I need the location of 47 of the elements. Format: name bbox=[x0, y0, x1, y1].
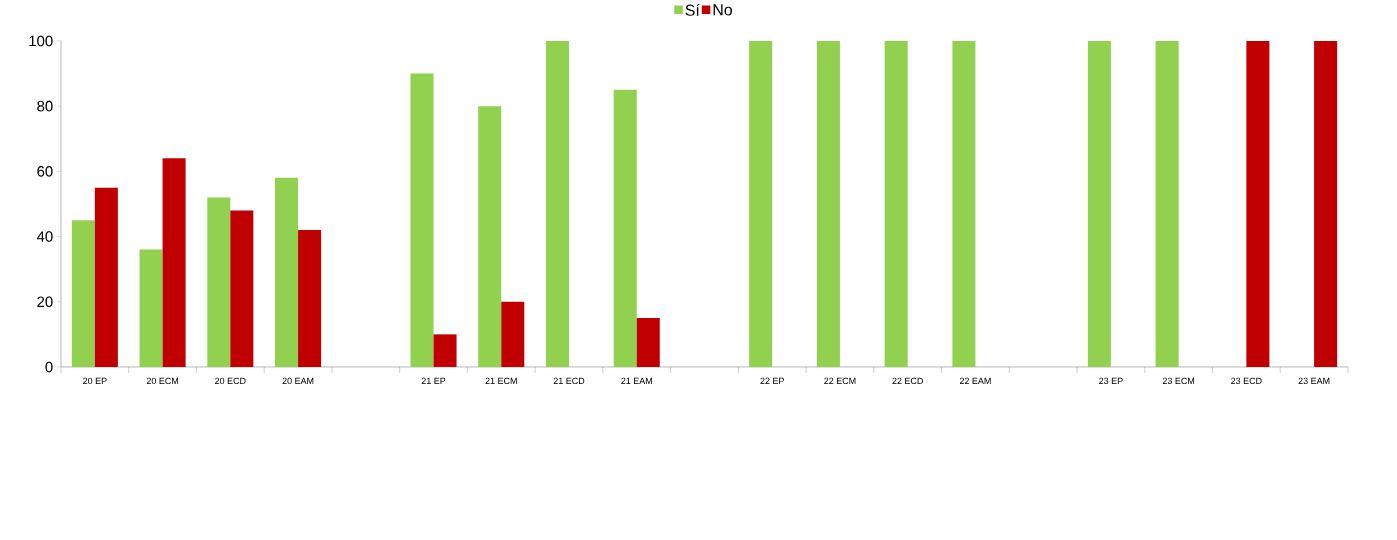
bar bbox=[230, 210, 254, 368]
bar bbox=[410, 73, 434, 368]
bar bbox=[749, 41, 773, 368]
y-tick-label: 20 bbox=[37, 296, 53, 308]
bar bbox=[275, 178, 299, 368]
bar bbox=[139, 249, 163, 368]
bar bbox=[952, 41, 976, 368]
bar bbox=[433, 334, 457, 368]
bar bbox=[816, 41, 840, 368]
bar bbox=[298, 230, 322, 368]
bar bbox=[94, 187, 118, 368]
bar bbox=[501, 301, 525, 368]
bar bbox=[162, 158, 186, 368]
bar bbox=[71, 220, 95, 368]
legend-label: Sí bbox=[685, 4, 700, 16]
bar bbox=[1246, 41, 1270, 368]
legend-label: No bbox=[713, 4, 733, 16]
x-tick-label: 23 ECM bbox=[1162, 377, 1195, 385]
y-tick-label: 40 bbox=[36, 231, 53, 242]
x-tick-label: 22 EP bbox=[760, 377, 784, 385]
x-tick-label: 22 EAM bbox=[959, 377, 991, 385]
bar bbox=[1087, 41, 1111, 368]
x-tick-label: 21 EP bbox=[421, 377, 446, 385]
bar bbox=[636, 318, 660, 368]
bar bbox=[545, 41, 569, 368]
bar bbox=[207, 197, 231, 368]
x-tick-label: 23 EAM bbox=[1298, 377, 1330, 385]
x-tick-label: 20 EP bbox=[83, 377, 107, 385]
x-tick-label: 22 ECM bbox=[824, 377, 856, 385]
bar bbox=[884, 41, 908, 368]
y-tick-label: 60 bbox=[37, 166, 53, 177]
y-tick-label: 100 bbox=[29, 35, 53, 47]
x-tick-label: 21 ECD bbox=[553, 377, 585, 385]
bar bbox=[1314, 41, 1338, 368]
bar bbox=[613, 89, 637, 368]
x-tick-label: 21 EAM bbox=[621, 377, 652, 385]
x-tick-label: 20 EAM bbox=[282, 377, 314, 385]
bar bbox=[478, 106, 502, 368]
x-tick-label: 20 ECM bbox=[146, 377, 179, 385]
x-tick-label: 21 ECM bbox=[485, 377, 517, 385]
y-tick-label: 0 bbox=[45, 361, 53, 373]
x-tick-label: 22 ECD bbox=[892, 377, 923, 385]
bar bbox=[1155, 41, 1179, 368]
x-tick-label: 23 EP bbox=[1099, 377, 1123, 385]
x-tick-label: 20 ECD bbox=[215, 377, 246, 385]
y-tick-label: 80 bbox=[37, 100, 53, 112]
x-tick-label: 23 ECD bbox=[1231, 377, 1262, 385]
